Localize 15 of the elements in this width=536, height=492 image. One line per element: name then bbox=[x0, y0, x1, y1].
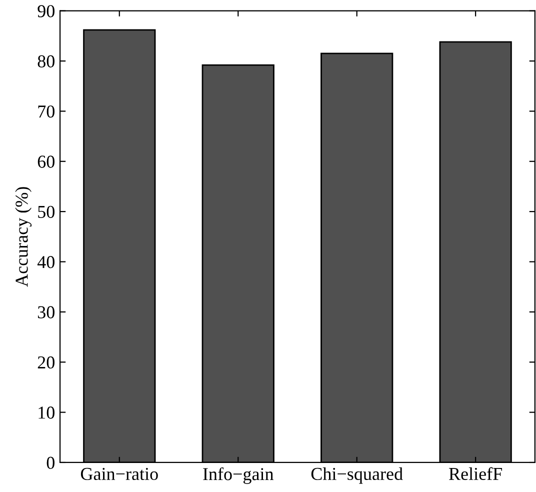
x-tick-label: Gain−ratio bbox=[80, 468, 158, 480]
x-tick-label: Chi−squared bbox=[311, 467, 403, 484]
y-tick-label: 30 bbox=[38, 306, 54, 318]
y-tick-label: 60 bbox=[38, 156, 54, 168]
y-tick-label: 50 bbox=[38, 206, 54, 218]
y-tick-label: 80 bbox=[38, 55, 54, 68]
y-tick-label: 90 bbox=[38, 5, 54, 18]
x-tick-label: Info−gain bbox=[203, 467, 274, 484]
x-tick-label: ReliefF bbox=[449, 467, 502, 480]
y-tick-label: 40 bbox=[37, 256, 54, 268]
y-tick-label: 10 bbox=[38, 406, 54, 419]
y-tick-label: 20 bbox=[38, 356, 54, 369]
y-tick-label: 70 bbox=[38, 105, 54, 118]
y-tick-label: 0 bbox=[46, 456, 54, 469]
y-axis-title: Accuracy (%) bbox=[15, 187, 32, 287]
